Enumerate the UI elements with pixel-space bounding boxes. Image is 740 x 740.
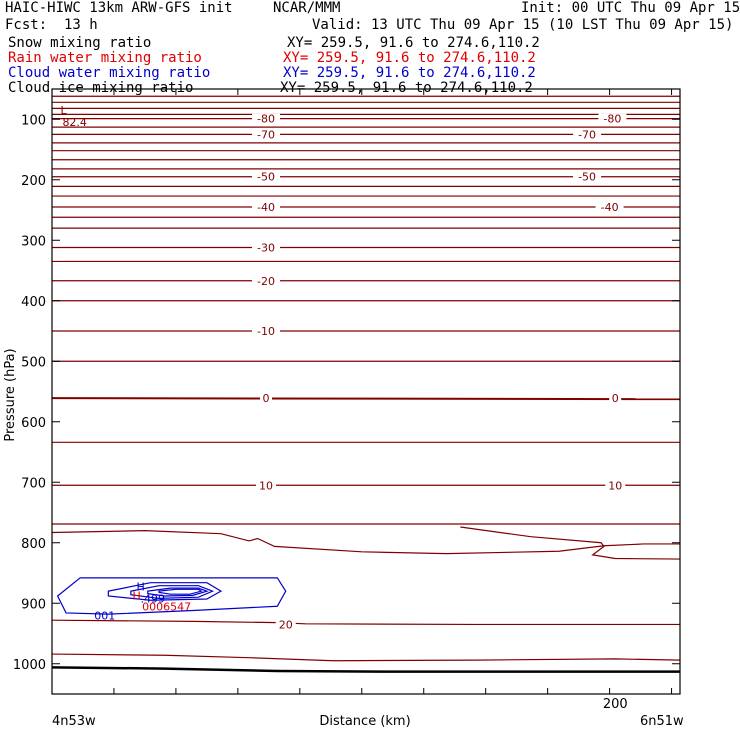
isotherm-label-bg [252,326,281,338]
fcst-value: 13 h [64,17,98,33]
isotherm-label-bg [275,619,296,632]
y-tick-label: 1000 [13,658,46,673]
cloud-water-contour [158,588,203,595]
low-marker-label: L [60,104,67,117]
isotherm-label: -40 [601,201,619,214]
cloud-water-low-label: 001 [94,609,115,622]
isotherm-label-bg [252,242,281,255]
isotherm-label: 0 [612,392,619,405]
legend-rain-xy: XY= 259.5, 91.6 to 274.6,110.2 [283,50,536,66]
y-tick-label: 300 [21,234,46,249]
legend-snow-xy: XY= 259.5, 91.6 to 274.6,110.2 [287,35,540,51]
y-tick-label: 900 [21,597,46,612]
isotherm-label-bg [609,393,622,406]
temperature-isotherms [51,95,681,525]
surface-pressure-line [51,666,680,673]
isotherm-label: 20 [279,618,293,631]
isotherm-label-bg [256,480,277,493]
isotherm-line [51,653,681,662]
cloud-water-contour [56,577,287,615]
isotherm-label-bg [252,171,281,184]
isotherm-label-bg [598,113,627,126]
isotherm-label-bg [573,171,602,184]
x-tick-label: 200 [603,697,628,712]
org-label: NCAR/MMM [273,0,341,16]
x-start-label: 4n53w [52,714,96,729]
y-tick-label: 600 [21,416,46,431]
isotherm-line [51,397,681,401]
isotherm-label: -70 [257,128,275,141]
y-axis-label: Pressure (hPa) [3,348,18,441]
rain-water-high-label: H [132,589,140,602]
isotherm-label-bg [252,201,281,214]
isotherm-label: -70 [578,128,596,141]
isotherm-label: -80 [603,113,621,126]
cloud-water-high-label: H [136,580,144,593]
legend-cloudice-name: Cloud ice mixing ratio [8,80,194,96]
isotherm-label: -10 [257,325,275,338]
isotherm-label: 0 [263,392,270,405]
cloud-water-max-value: .499 [140,592,165,605]
y-tick-label: 400 [21,295,46,310]
model-title: HAIC-HIWC 13km ARW-GFS init [5,0,233,16]
cloud-water-contour [130,585,215,600]
isotherm-label-bg [252,275,281,288]
legend-snow-name: Snow mixing ratio [8,35,152,51]
cloud-water-contour [107,582,223,601]
isotherm-line [460,526,681,560]
fcst-label: Fcst: [5,17,48,33]
y-tick-label: 500 [21,355,46,370]
valid-time: Valid: 13 UTC Thu 09 Apr 15 (10 LST Thu … [312,17,734,33]
y-tick-label: 100 [21,113,46,128]
y-tick-label: 200 [21,174,46,189]
isotherm-label-bg [595,201,624,214]
isotherm-label-bg [260,393,273,406]
cloud-water-contours [56,577,287,615]
x-end-label: 6n51w [640,714,684,729]
legend-rain-name: Rain water mixing ratio [8,50,202,66]
y-tick-label: 800 [21,537,46,552]
legend-cloudice-xy: XY= 259.5, 91.6 to 274.6,110.2 [280,80,533,96]
surface-line [51,666,680,673]
isotherm-line [51,530,680,555]
isotherm-label-bg [605,480,626,493]
isotherm-line [51,619,680,626]
isotherm-label-bg [252,129,281,142]
isotherm-label: 10 [259,479,273,492]
cloud-water-contour [147,587,209,597]
isotherm-label: -50 [578,171,596,184]
isotherm-label: -80 [257,113,275,126]
legend-cloudwater-name: Cloud water mixing ratio [8,65,211,81]
isotherm-label-bg [573,129,602,142]
rain-water-value-label: 0006547 [142,600,191,613]
legend-cloudwater-xy: XY= 259.5, 91.6 to 274.6,110.2 [283,65,536,81]
x-axis-label: Distance (km) [319,714,410,729]
isotherm-label: 10 [608,479,622,492]
low-marker-value: 82.4 [62,116,86,129]
isotherm-label: -50 [257,171,275,184]
isotherm-label: -40 [257,201,275,214]
isotherm-label-bg [252,113,281,126]
isotherm-label: -30 [257,242,275,255]
init-time: Init: 00 UTC Thu 09 Apr 15 [521,0,740,16]
contour-labels: -80 -70 -50 -40 -30 -20 -10 0 10 -80 -70 -50 -40 0 10 2… [60,104,627,632]
isotherm-label: -20 [257,275,275,288]
plot-frame [51,88,681,695]
y-tick-label: 700 [21,476,46,491]
